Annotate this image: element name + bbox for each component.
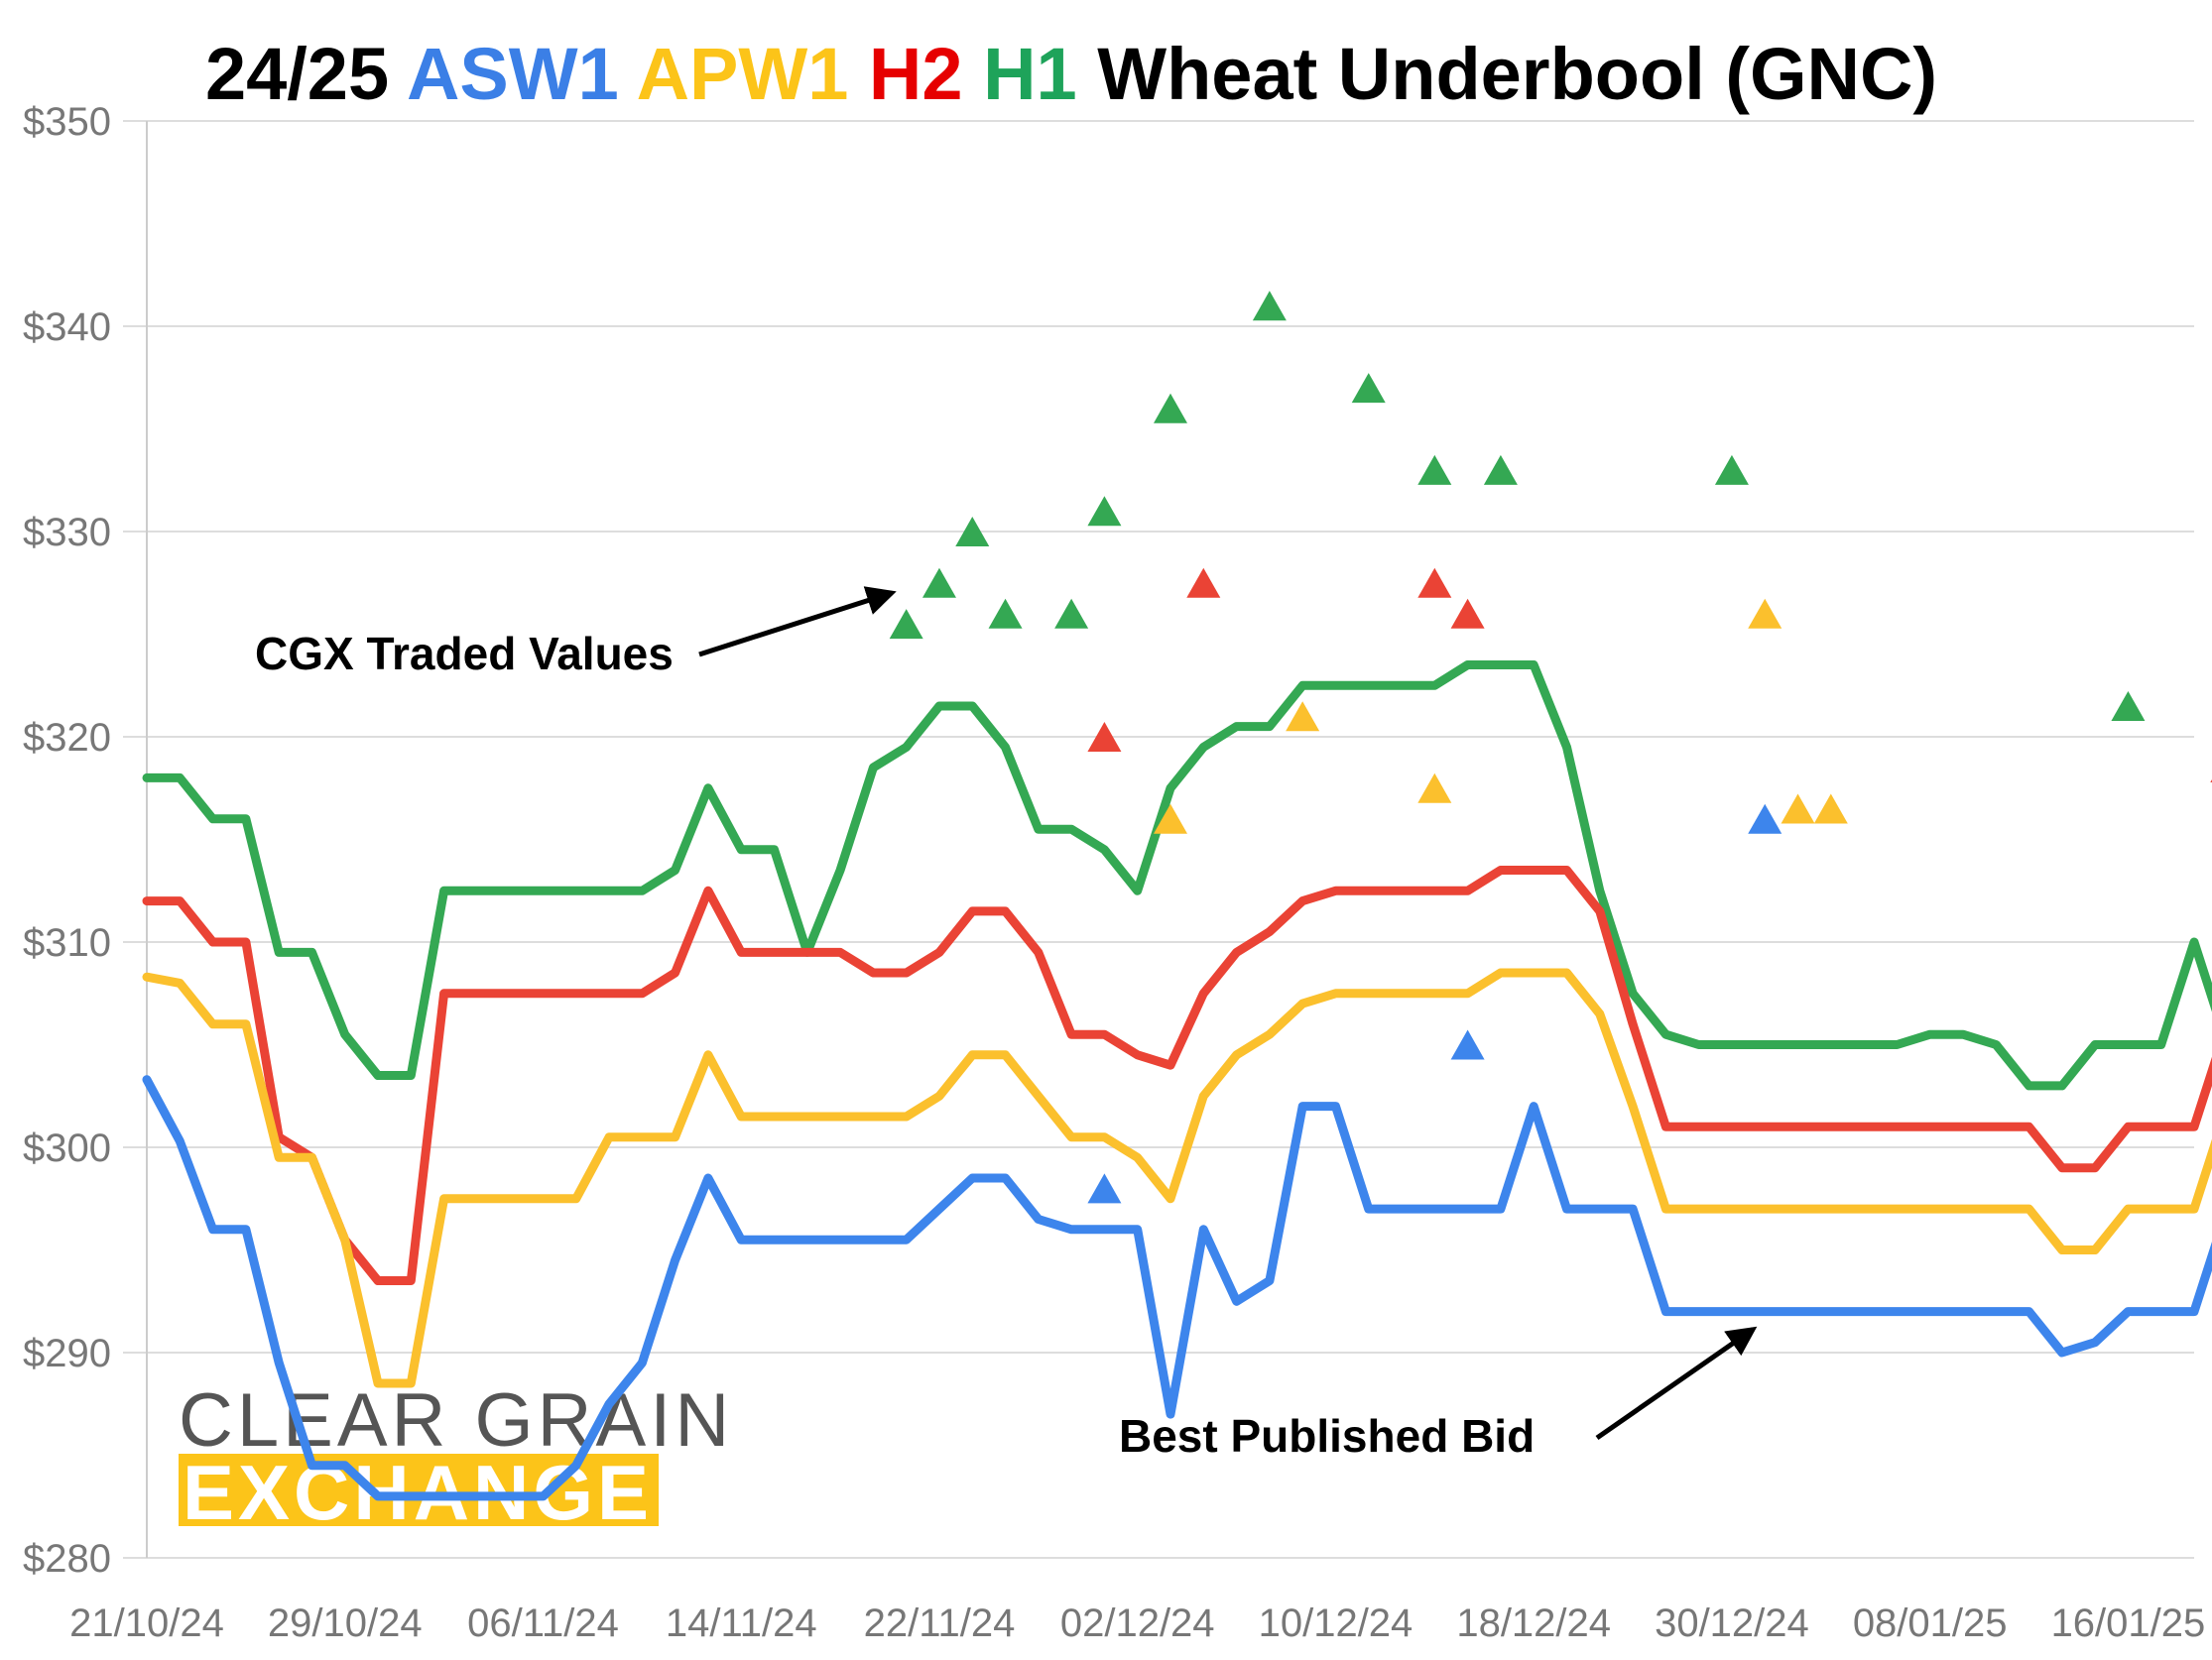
x-tick-label: 10/12/24 xyxy=(1259,1601,1413,1645)
traded-marker-h1 xyxy=(1054,598,1089,629)
traded-marker-apw1 xyxy=(1748,598,1782,629)
x-tick-label: 29/10/24 xyxy=(268,1601,423,1645)
x-tick-label: 22/11/24 xyxy=(864,1601,1016,1645)
traded-marker-h1 xyxy=(988,598,1023,629)
traded-marker-h1 xyxy=(1351,373,1386,404)
y-tick-label: $280 xyxy=(23,1537,111,1581)
x-axis-labels: 21/10/24 29/10/24 06/11/24 14/11/24 22/11/24… xyxy=(69,1601,2205,1645)
series-line-h1 xyxy=(142,660,2212,1091)
cgx-traded-values-arrow xyxy=(698,586,897,657)
title-part-2: APW1 xyxy=(619,33,849,115)
x-tick-label: 18/12/24 xyxy=(1456,1601,1611,1645)
grid-layer xyxy=(123,120,2194,1559)
y-tick-label: $300 xyxy=(23,1126,111,1170)
traded-marker-h2 xyxy=(1417,567,1452,598)
x-tick-label: 06/11/24 xyxy=(467,1601,619,1645)
traded-marker-h2 xyxy=(1186,567,1221,598)
traded-marker-h1 xyxy=(1252,291,1287,321)
traded-marker-h1 xyxy=(955,517,990,546)
traded-marker-apw1 xyxy=(1286,701,1320,732)
traded-marker-h1 xyxy=(922,567,956,598)
y-axis-labels: $280 $290 $300 $310 $320 $330 $340 $350 xyxy=(23,100,111,1581)
x-tick-label: 08/01/25 xyxy=(1853,1601,2008,1645)
x-tick-label: 02/12/24 xyxy=(1060,1601,1215,1645)
traded-markers-layer xyxy=(889,291,2212,1204)
y-tick-label: $350 xyxy=(23,100,111,144)
title-part-3: H2 xyxy=(848,33,962,115)
traded-marker-asw1 xyxy=(1087,1173,1122,1204)
series-line-h2 xyxy=(142,866,2212,1285)
traded-marker-h1 xyxy=(1714,454,1749,485)
traded-marker-h1 xyxy=(1483,454,1518,485)
traded-marker-asw1 xyxy=(1748,803,1782,834)
y-tick-label: $290 xyxy=(23,1332,111,1375)
title-part-0: 24/25 xyxy=(205,33,407,115)
chart-title: 24/25 ASW1 APW1 H2 H1 Wheat Underbool (G… xyxy=(205,33,1937,115)
traded-marker-apw1 xyxy=(1154,803,1187,834)
series-line-apw1 xyxy=(142,968,2212,1388)
title-part-1: ASW1 xyxy=(407,33,619,115)
series-layer xyxy=(142,660,2212,1501)
traded-marker-h1 xyxy=(1087,496,1122,527)
traded-marker-apw1 xyxy=(1417,772,1452,803)
best-published-bid-arrow xyxy=(1595,1326,1758,1441)
traded-marker-h1 xyxy=(1417,454,1452,485)
x-tick-label: 30/12/24 xyxy=(1655,1601,1809,1645)
traded-marker-h1 xyxy=(1154,393,1187,423)
x-tick-label: 14/11/24 xyxy=(666,1601,817,1645)
traded-marker-h2 xyxy=(1087,722,1122,752)
x-tick-label: 16/01/25 xyxy=(2051,1601,2206,1645)
title-part-5: Wheat Underbool (GNC) xyxy=(1077,33,1937,115)
y-tick-label: $330 xyxy=(23,511,111,554)
annotation-layer: CGX Traded Values Best Published Bid xyxy=(255,586,1758,1462)
y-tick-label: $310 xyxy=(23,921,111,965)
traded-marker-h2 xyxy=(1450,598,1485,629)
traded-marker-h1 xyxy=(2111,690,2146,721)
y-tick-label: $320 xyxy=(23,716,111,760)
traded-marker-asw1 xyxy=(1450,1029,1485,1060)
series-line-asw1 xyxy=(142,1075,2212,1501)
logo-line1: CLEAR GRAIN xyxy=(179,1378,733,1463)
title-part-4: H1 xyxy=(963,33,1077,115)
traded-marker-apw1 xyxy=(1781,793,1815,824)
traded-marker-apw1 xyxy=(1813,793,1848,824)
cgx-traded-values-label: CGX Traded Values xyxy=(255,628,674,679)
best-published-bid-label: Best Published Bid xyxy=(1119,1410,1535,1462)
x-tick-label: 21/10/24 xyxy=(69,1601,224,1645)
clear-grain-exchange-logo: CLEAR GRAIN EXCHANGE xyxy=(179,1378,733,1536)
traded-marker-h1 xyxy=(889,609,923,640)
y-tick-label: $340 xyxy=(23,305,111,349)
